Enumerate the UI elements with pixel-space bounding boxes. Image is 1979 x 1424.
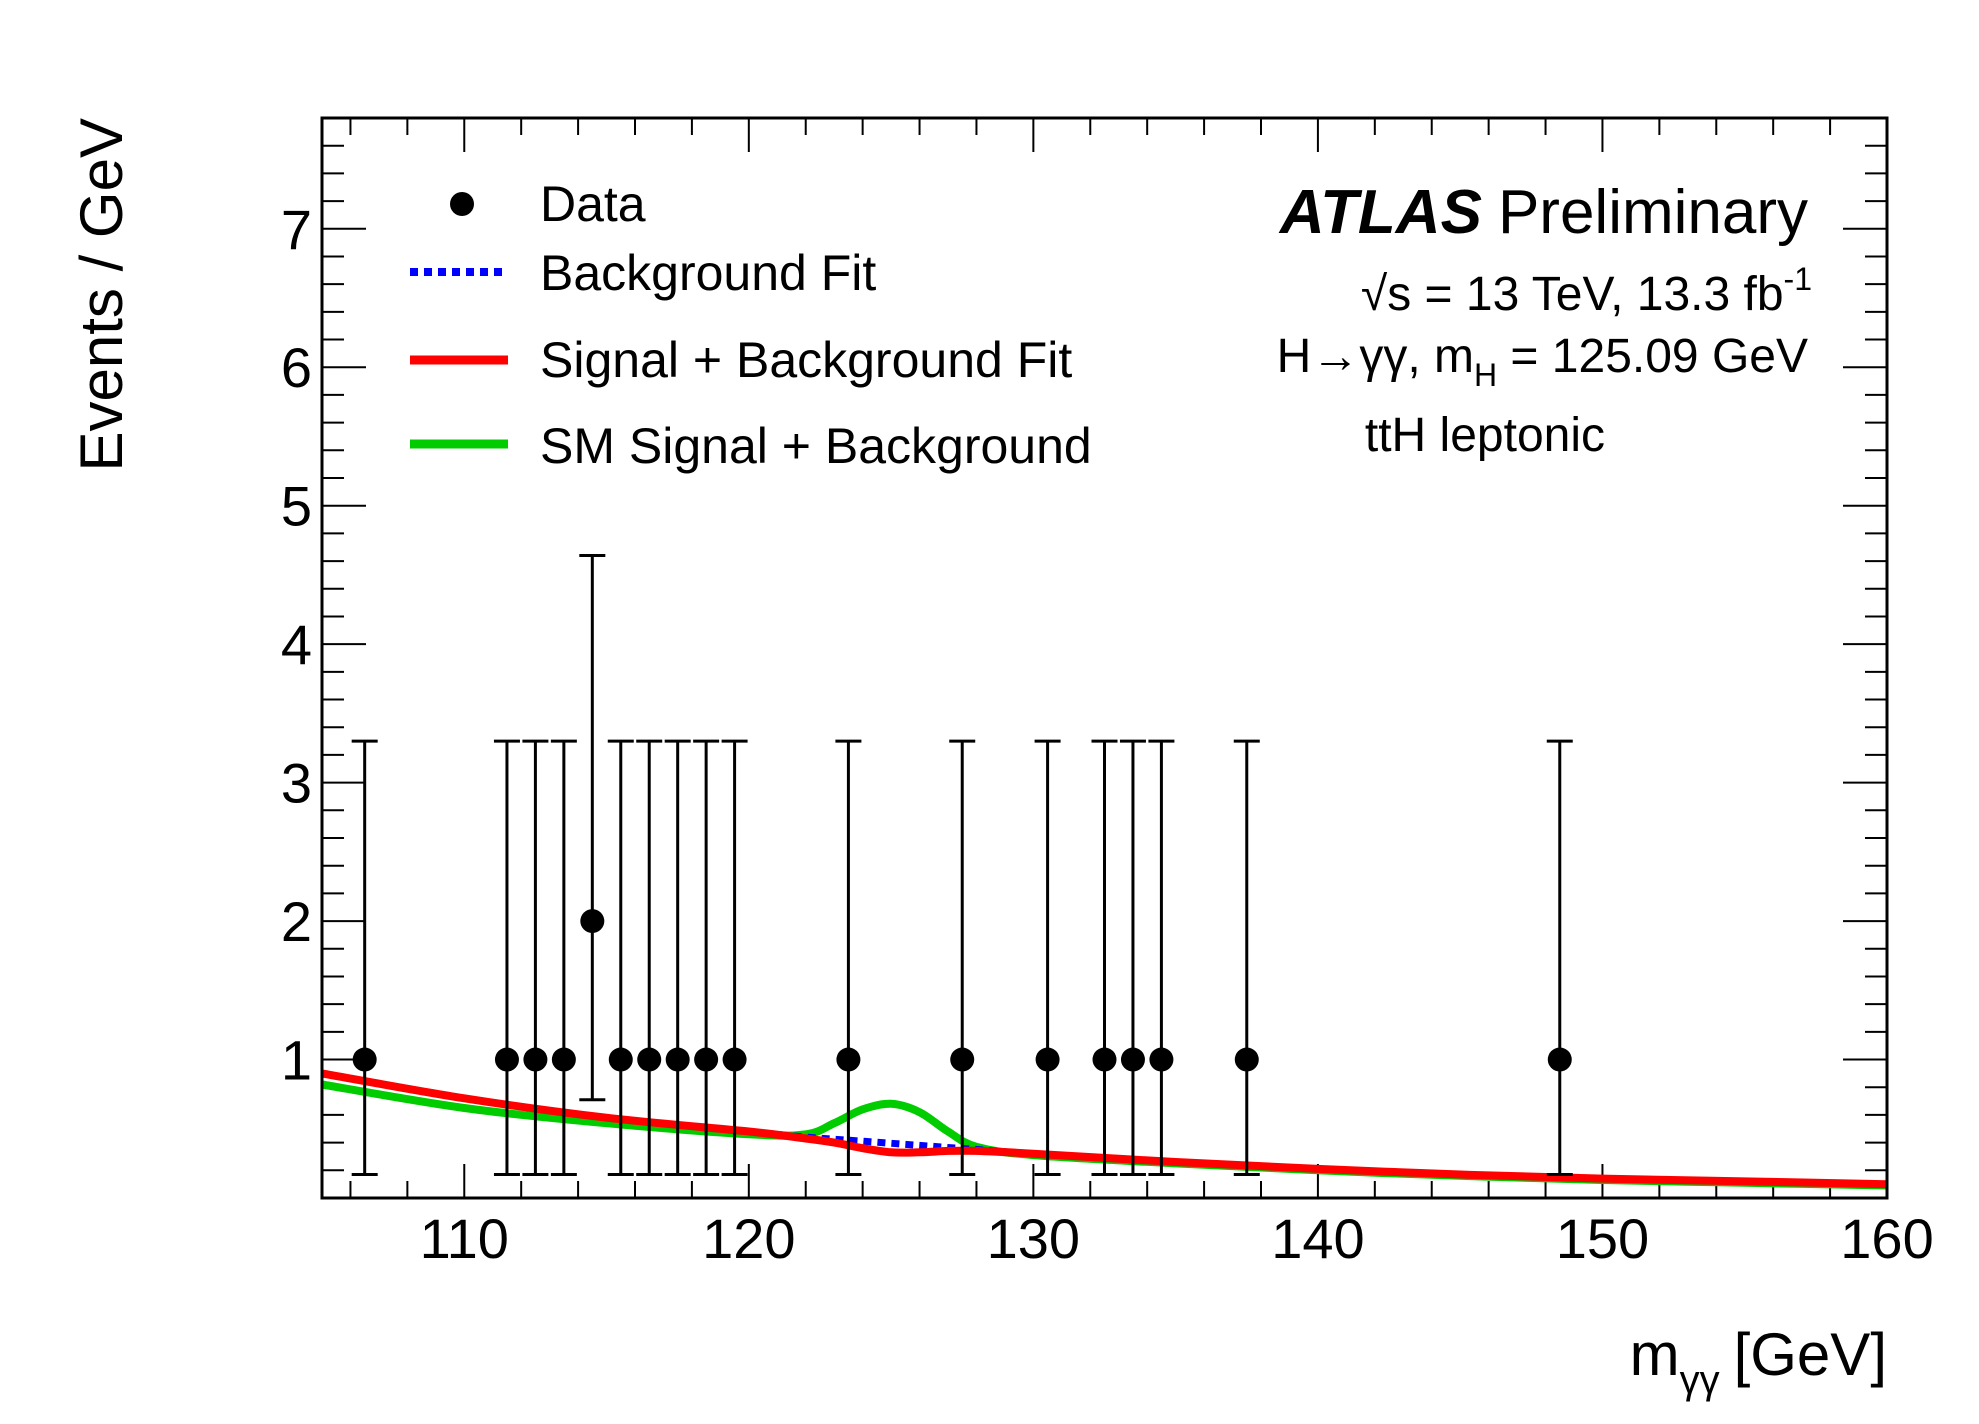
data-point xyxy=(523,1047,548,1072)
data-point xyxy=(836,1047,861,1072)
legend-data-marker xyxy=(450,192,474,216)
x-axis-title-unit: [GeV] xyxy=(1734,1321,1887,1388)
legend-label-data: Data xyxy=(540,176,646,232)
data-point xyxy=(665,1047,690,1072)
tick-labels: 110 120 130 140 150 160 1 2 3 4 5 6 7 xyxy=(281,198,1934,1270)
legend-label-sm: SM Signal + Background xyxy=(540,418,1092,474)
y-tick-label: 5 xyxy=(281,475,312,538)
data-point xyxy=(1547,1047,1572,1072)
data-points xyxy=(351,554,1573,1176)
data-point xyxy=(352,1047,377,1072)
data-point xyxy=(551,1047,576,1072)
data-point xyxy=(637,1047,662,1072)
x-tick-label: 160 xyxy=(1840,1207,1933,1270)
channel-text: H→γγ, m xyxy=(1277,330,1474,383)
x-tick-label: 110 xyxy=(420,1207,509,1270)
y-tick-label: 2 xyxy=(281,890,312,953)
data-point xyxy=(722,1047,747,1072)
data-point xyxy=(694,1047,719,1072)
atlas-annotation: ATLAS Preliminary √s = 13 TeV, 13.3 fb-1 … xyxy=(1277,178,1812,462)
axis-ticks xyxy=(322,117,1888,1198)
legend-label-bkg: Background Fit xyxy=(540,245,876,301)
data-point xyxy=(1120,1047,1145,1072)
energy-lumi-label: √s = 13 TeV, 13.3 fb-1 xyxy=(1361,261,1812,321)
x-axis-title-sub: γγ xyxy=(1680,1358,1720,1402)
y-tick-label: 7 xyxy=(281,198,312,261)
x-tick-label: 140 xyxy=(1271,1207,1364,1270)
data-point xyxy=(1149,1047,1174,1072)
lumi-superscript: -1 xyxy=(1784,261,1812,297)
atlas-label: ATLAS Preliminary xyxy=(1278,178,1808,247)
preliminary-text: Preliminary xyxy=(1498,178,1808,247)
data-point xyxy=(1092,1047,1117,1072)
category-label: ttH leptonic xyxy=(1365,409,1605,462)
mass-subscript: H xyxy=(1474,357,1497,393)
y-tick-label: 6 xyxy=(281,336,312,399)
y-axis-title: Events / GeV xyxy=(68,118,135,472)
y-tick-label: 3 xyxy=(281,752,312,815)
data-point xyxy=(580,909,605,934)
x-tick-label: 120 xyxy=(702,1207,795,1270)
x-axis-title: mγγ [GeV] xyxy=(1630,1321,1887,1402)
atlas-logo-text: ATLAS xyxy=(1278,178,1482,247)
data-point xyxy=(608,1047,633,1072)
energy-text: s = 13 TeV, 13.3 fb xyxy=(1387,268,1783,321)
x-tick-label: 130 xyxy=(987,1207,1080,1270)
y-tick-label: 1 xyxy=(281,1029,312,1092)
x-axis-title-main: m xyxy=(1630,1321,1680,1388)
data-point xyxy=(1035,1047,1060,1072)
data-point xyxy=(494,1047,519,1072)
signal-background-fit-curve xyxy=(321,1069,1888,1189)
legend-label-sb: Signal + Background Fit xyxy=(540,332,1072,388)
fit-curves xyxy=(321,1069,1888,1190)
sqrt-symbol: √ xyxy=(1361,268,1388,321)
mass-value: = 125.09 GeV xyxy=(1497,330,1808,383)
x-tick-label: 150 xyxy=(1556,1207,1649,1270)
data-point xyxy=(950,1047,975,1072)
y-tick-label: 4 xyxy=(281,613,312,676)
legend: Data Background Fit Signal + Background … xyxy=(410,176,1092,474)
plot-frame xyxy=(320,116,1889,1200)
channel-label: H→γγ, mH = 125.09 GeV xyxy=(1277,330,1808,393)
data-point xyxy=(1234,1047,1259,1072)
